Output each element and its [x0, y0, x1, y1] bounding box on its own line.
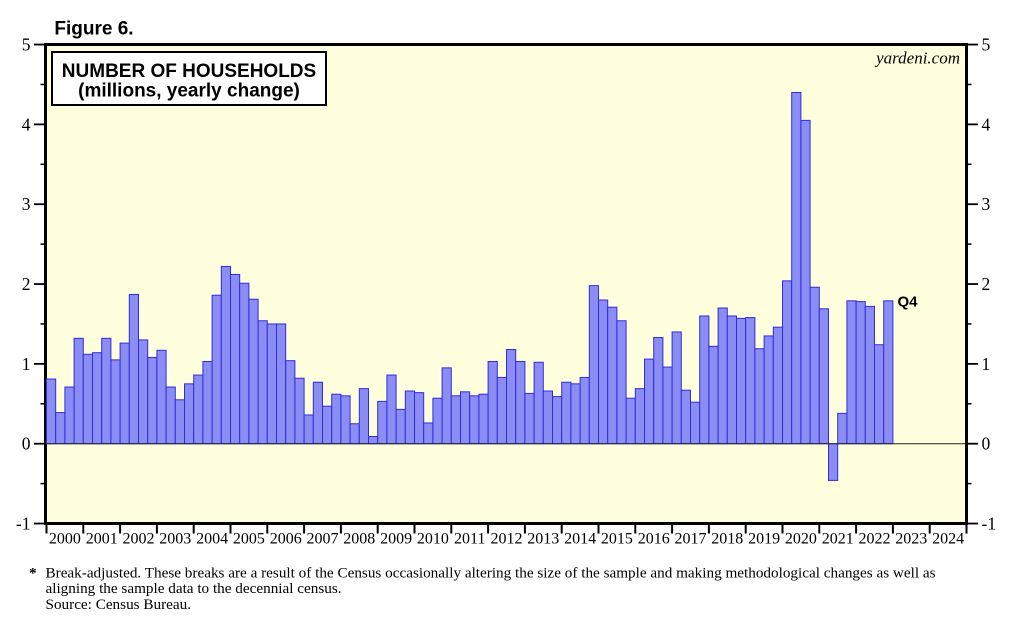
svg-text:2022: 2022 [859, 531, 891, 548]
svg-text:2015: 2015 [601, 531, 633, 548]
svg-text:*: * [29, 565, 37, 582]
svg-text:2017: 2017 [675, 531, 707, 548]
svg-text:2008: 2008 [343, 531, 375, 548]
svg-text:2003: 2003 [159, 531, 191, 548]
svg-text:2019: 2019 [748, 531, 780, 548]
svg-text:2012: 2012 [491, 531, 523, 548]
svg-text:aligning the sample data to th: aligning the sample data to the decennia… [46, 580, 342, 597]
svg-text:2: 2 [22, 274, 31, 294]
svg-text:2002: 2002 [123, 531, 155, 548]
svg-text:Source: Census Bureau.: Source: Census Bureau. [46, 596, 192, 613]
svg-text:2011: 2011 [454, 531, 485, 548]
svg-text:-1: -1 [16, 514, 31, 534]
svg-text:2010: 2010 [417, 531, 449, 548]
svg-text:Break-adjusted. These breaks a: Break-adjusted. These breaks are a resul… [46, 565, 936, 582]
svg-text:2020: 2020 [785, 531, 817, 548]
svg-text:1: 1 [22, 354, 31, 374]
svg-text:2007: 2007 [307, 531, 339, 548]
svg-text:2024: 2024 [932, 531, 964, 548]
svg-text:2006: 2006 [270, 531, 302, 548]
svg-text:2016: 2016 [638, 531, 670, 548]
svg-text:2004: 2004 [196, 531, 228, 548]
svg-text:5: 5 [982, 35, 991, 55]
svg-text:2014: 2014 [564, 531, 596, 548]
svg-text:2005: 2005 [233, 531, 265, 548]
svg-text:4: 4 [982, 114, 991, 134]
svg-text:5: 5 [22, 35, 31, 55]
svg-text:-1: -1 [982, 514, 997, 534]
svg-text:4: 4 [22, 114, 31, 134]
svg-text:NUMBER OF HOUSEHOLDS: NUMBER OF HOUSEHOLDS [62, 61, 316, 82]
svg-text:2018: 2018 [711, 531, 743, 548]
svg-text:1: 1 [982, 354, 991, 374]
svg-text:2000: 2000 [49, 531, 81, 548]
svg-text:3: 3 [22, 194, 31, 214]
svg-text:(millions, yearly change): (millions, yearly change) [78, 81, 300, 102]
svg-text:2001: 2001 [86, 531, 118, 548]
svg-text:3: 3 [982, 194, 991, 214]
svg-text:2023: 2023 [895, 531, 927, 548]
svg-text:0: 0 [22, 434, 31, 454]
svg-text:2021: 2021 [822, 531, 854, 548]
svg-text:yardeni.com: yardeni.com [874, 48, 960, 67]
svg-text:2009: 2009 [380, 531, 412, 548]
svg-text:Figure 6.: Figure 6. [54, 18, 133, 39]
svg-text:0: 0 [982, 434, 991, 454]
svg-text:2013: 2013 [527, 531, 559, 548]
svg-text:Q4: Q4 [898, 294, 919, 311]
svg-text:2: 2 [982, 274, 991, 294]
